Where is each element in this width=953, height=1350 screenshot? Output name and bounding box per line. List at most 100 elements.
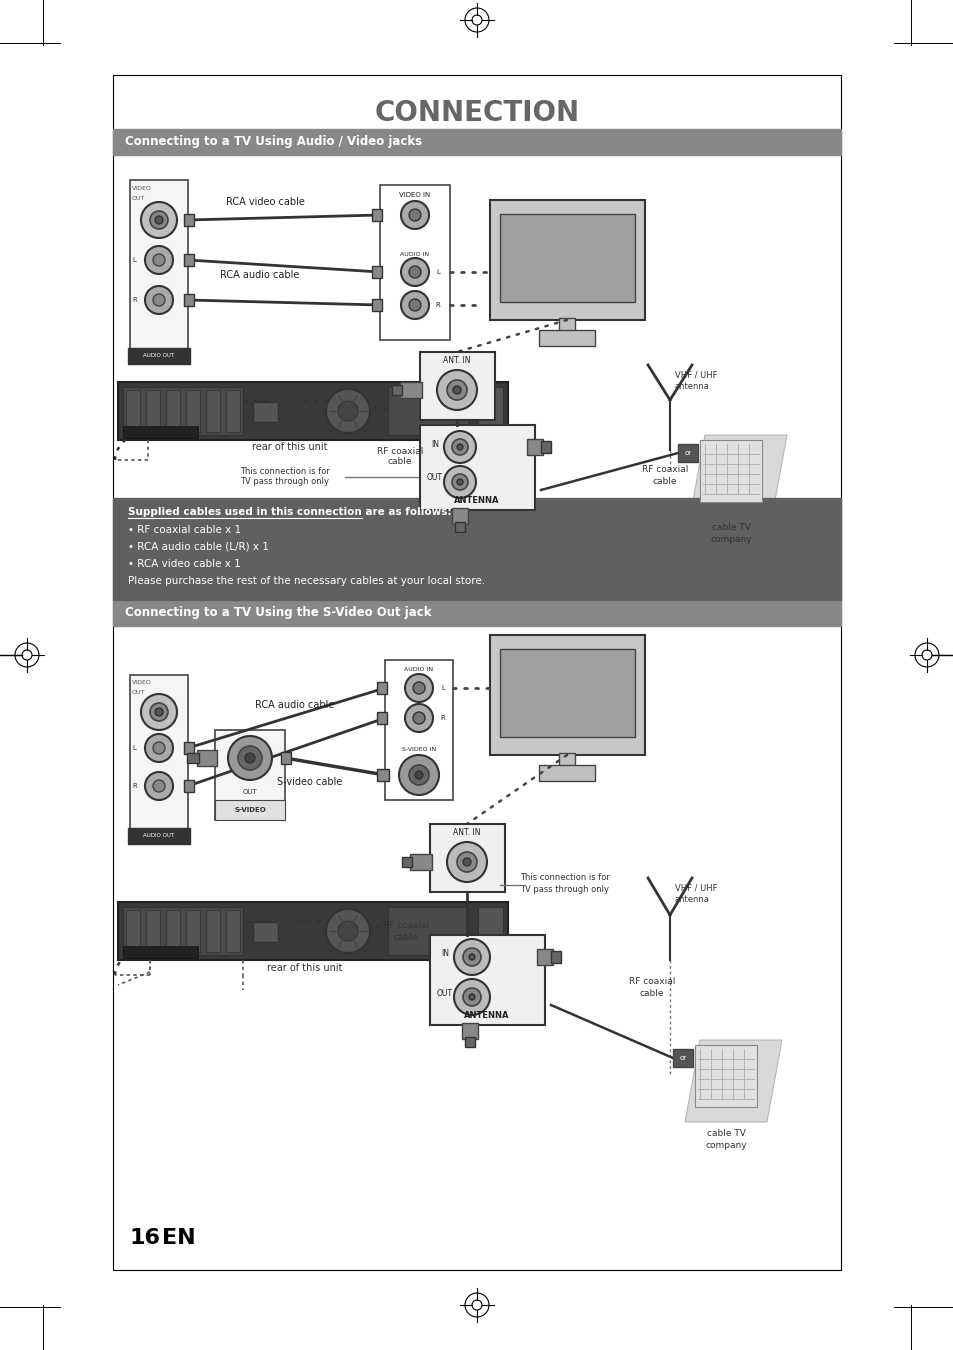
Circle shape [152,254,165,266]
Bar [419,425,535,510]
Circle shape [453,386,460,394]
Text: L: L [436,269,439,275]
Circle shape [443,431,476,463]
Text: VHF / UHF: VHF / UHF [675,370,717,379]
Circle shape [145,246,172,274]
Circle shape [145,734,172,761]
Text: S-VIDEO IN: S-VIDEO IN [401,748,436,752]
Circle shape [454,979,490,1015]
Text: antenna: antenna [675,382,709,391]
Circle shape [443,466,476,498]
Bar [401,857,412,867]
Circle shape [337,401,357,421]
Bar [372,266,381,278]
Bar [123,907,243,954]
Text: • RCA audio cable (L/R) x 1: • RCA audio cable (L/R) x 1 [128,541,269,552]
Bar [499,215,635,302]
Text: OUT: OUT [132,690,145,695]
Bar [376,682,387,694]
Bar [166,910,180,952]
Text: VIDEO: VIDEO [132,680,152,686]
Text: IN: IN [431,440,438,450]
Circle shape [398,755,438,795]
Circle shape [409,209,420,221]
Text: CONNECTION: CONNECTION [374,99,579,127]
Circle shape [462,988,480,1006]
Bar [187,753,199,763]
Text: ANT. IN: ANT. IN [453,829,480,837]
Bar [558,753,575,767]
Bar [146,910,160,952]
Bar [184,743,193,755]
Bar [186,910,200,952]
Text: R: R [436,302,440,308]
Bar [678,444,698,462]
Circle shape [141,202,177,238]
Bar [123,387,243,435]
Text: R: R [440,716,445,721]
Bar [118,382,507,440]
Circle shape [400,201,429,230]
Bar [206,910,220,952]
Bar [112,599,841,626]
Bar [184,780,193,792]
Bar [130,180,188,350]
Bar [372,209,381,221]
Text: TV pass through only: TV pass through only [240,478,329,486]
Circle shape [337,921,357,941]
Circle shape [152,780,165,792]
Circle shape [447,842,486,882]
Circle shape [145,772,172,801]
Text: • RCA video cable x 1: • RCA video cable x 1 [128,559,240,568]
Bar [399,382,421,398]
Text: cable: cable [394,933,417,941]
Circle shape [409,765,429,784]
Bar [184,254,193,266]
Polygon shape [684,1040,781,1122]
Bar [128,828,190,844]
Text: AUDIO IN: AUDIO IN [404,667,433,672]
Bar [551,950,560,963]
Text: rear of this unit: rear of this unit [252,441,328,452]
Circle shape [462,948,480,967]
Bar [214,730,285,819]
Text: VIDEO: VIDEO [132,185,152,190]
Circle shape [400,258,429,286]
Bar [281,752,291,764]
Circle shape [154,216,163,224]
Text: This connection is for: This connection is for [240,467,330,477]
Circle shape [447,379,467,400]
Text: L: L [132,256,135,263]
Bar [376,769,389,782]
Text: cable: cable [639,990,663,999]
Text: RF coaxial: RF coaxial [376,447,423,456]
Bar [123,427,198,437]
Bar [130,675,188,830]
Bar [112,130,841,155]
Text: Supplied cables used in this connection are as follows:: Supplied cables used in this connection … [128,508,451,517]
Polygon shape [689,435,786,517]
Circle shape [456,852,476,872]
Text: company: company [704,1141,746,1149]
Circle shape [245,753,254,763]
Bar [672,1049,692,1066]
Circle shape [456,479,462,485]
Bar [112,76,841,1270]
Bar [695,1045,757,1107]
Circle shape [152,294,165,306]
Text: ANTENNA: ANTENNA [454,497,499,505]
Circle shape [469,954,475,960]
Circle shape [469,994,475,1000]
Bar [464,1037,475,1048]
Bar [700,440,761,502]
Text: OUT: OUT [427,474,442,482]
Text: RF coaxial: RF coaxial [628,977,675,987]
Text: RF coaxial: RF coaxial [382,921,429,930]
Bar [540,441,551,454]
Text: cable: cable [652,478,677,486]
Text: ANTENNA: ANTENNA [464,1011,509,1021]
Bar [455,522,464,532]
Bar [126,910,140,952]
Circle shape [237,747,262,769]
Circle shape [454,940,490,975]
